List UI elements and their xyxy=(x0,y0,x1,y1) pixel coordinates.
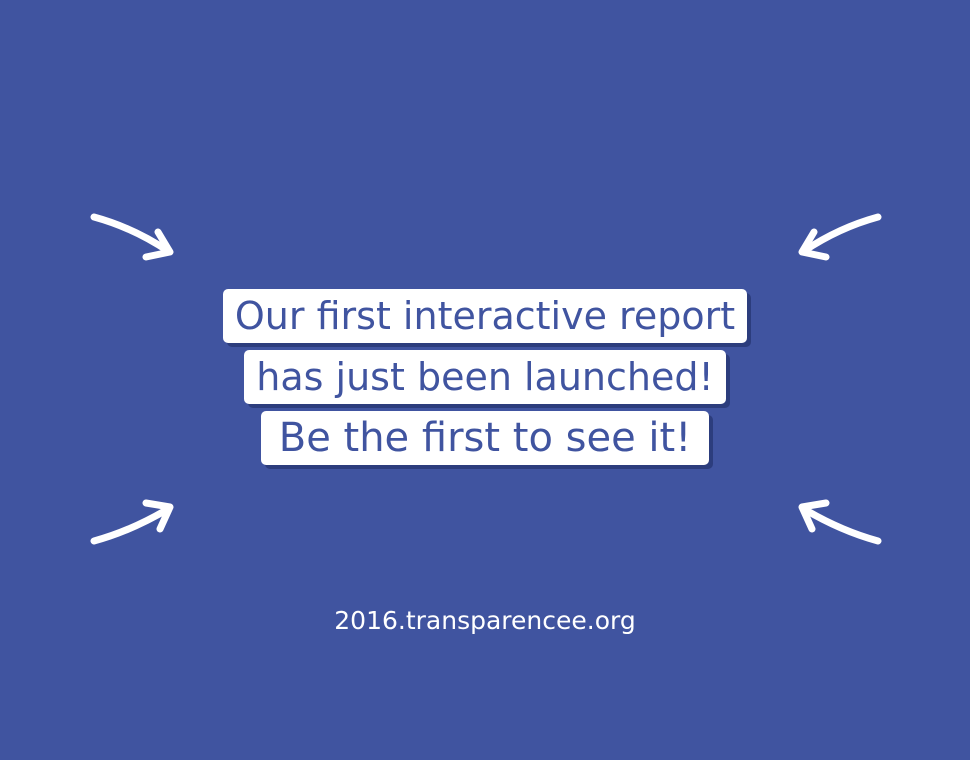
arrow-up-right-icon xyxy=(86,487,186,557)
arrow-up-left-icon xyxy=(786,487,886,557)
website-url: 2016.transparencee.org xyxy=(334,606,636,635)
arrow-down-left-icon xyxy=(786,205,886,275)
headline-line-2: has just been launched! xyxy=(244,350,726,404)
headline: Our first interactive report has just be… xyxy=(0,289,970,472)
headline-line-1: Our first interactive report xyxy=(222,289,748,343)
headline-line-3: Be the first to see it! xyxy=(260,411,710,465)
arrow-down-right-icon xyxy=(86,205,186,275)
